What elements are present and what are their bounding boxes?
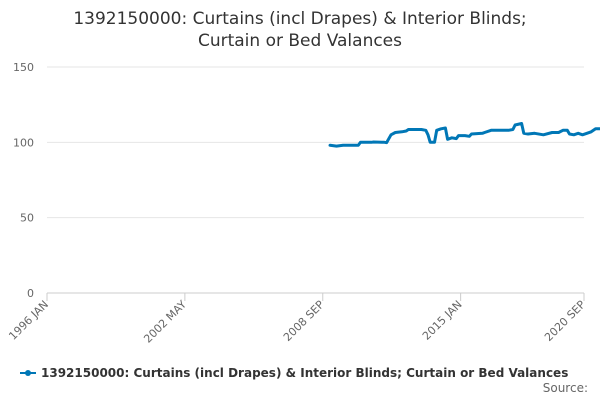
x-tick-label: 2020 SEP: [542, 298, 588, 344]
y-tick-label: 100: [13, 136, 34, 149]
x-axis: 1996 JAN 2002 MAY 2008 SEP 2015 JAN 2020 SEP: [6, 293, 588, 346]
x-tick-label: 2008 SEP: [281, 298, 327, 344]
x-tick-label: 2015 JAN: [420, 298, 465, 343]
y-tick-label: 50: [20, 212, 34, 225]
legend[interactable]: 1392150000: Curtains (incl Drapes) & Int…: [20, 366, 568, 380]
chart-title-line: 1392150000: Curtains (incl Drapes) & Int…: [73, 9, 526, 29]
series-line: [328, 122, 600, 148]
series-lines: [328, 122, 600, 148]
x-tick-label: 1996 JAN: [6, 298, 51, 343]
chart-title-line: Curtain or Bed Valances: [198, 31, 402, 51]
y-axis-ticks: 0 50 100 150: [13, 61, 34, 300]
x-tick-label: 2002 MAY: [141, 298, 189, 346]
legend-label: 1392150000: Curtains (incl Drapes) & Int…: [41, 366, 568, 380]
legend-marker-icon: [25, 370, 31, 376]
chart-title: 1392150000: Curtains (incl Drapes) & Int…: [73, 9, 526, 51]
y-tick-label: 150: [13, 61, 34, 74]
y-tick-label: 0: [27, 287, 34, 300]
grid-lines: [47, 66, 584, 294]
source-label: Source:: [543, 381, 588, 395]
